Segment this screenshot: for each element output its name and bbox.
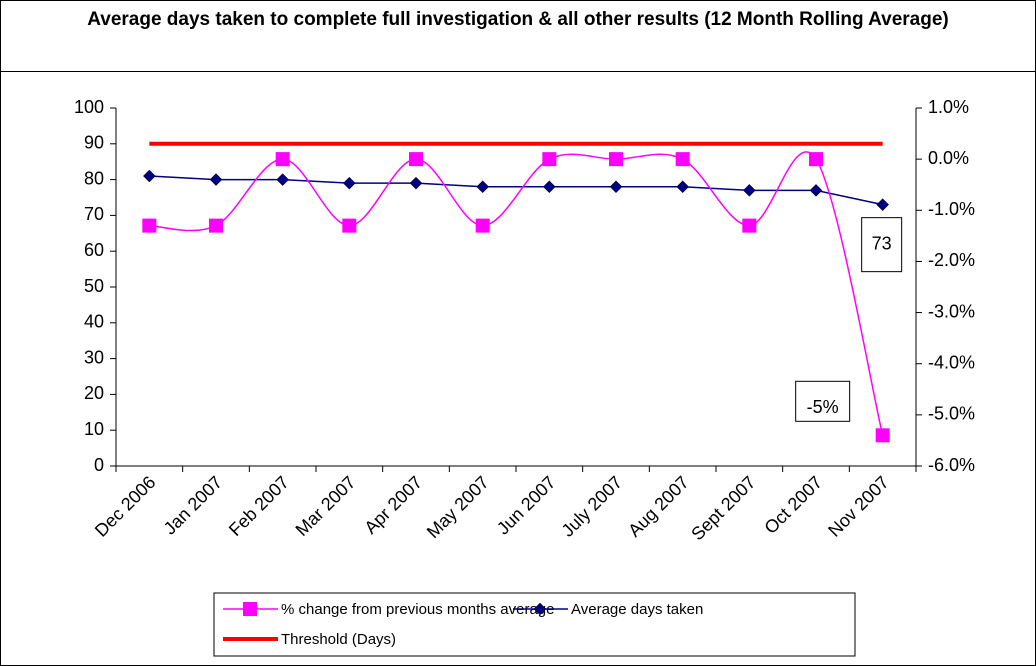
legend-label: % change from previous months average [281, 601, 554, 618]
y-tick-label: 60 [84, 240, 104, 260]
data-point [409, 152, 423, 167]
y2-tick-label: -2.0% [928, 250, 975, 270]
y-tick-label: 50 [84, 276, 104, 296]
chart-title: Average days taken to complete full inve… [1, 1, 1035, 72]
legend-box [213, 592, 856, 657]
data-point [409, 176, 423, 190]
data-label-box [795, 380, 851, 422]
data-point [542, 152, 557, 167]
legend-marker [533, 602, 547, 616]
data-point [742, 218, 757, 233]
data-point [275, 152, 290, 167]
y-tick-label: 70 [84, 204, 104, 224]
data-point [875, 428, 890, 443]
y-tick-label: 0 [94, 455, 104, 475]
y-tick-label: 90 [84, 133, 104, 153]
data-point [209, 218, 223, 233]
y2-tick-label: -3.0% [928, 301, 975, 321]
data-point [342, 218, 357, 233]
x-tick-label: Nov 2007 [824, 472, 893, 541]
y2-tick-label: -1.0% [928, 199, 975, 219]
data-point [675, 152, 690, 167]
legend-label: Threshold (Days) [281, 631, 396, 648]
series-line [149, 151, 884, 436]
series-line [149, 175, 883, 206]
y2-tick-label: 1.0% [928, 97, 969, 117]
y2-tick-label: -6.0% [928, 455, 975, 475]
y-tick-label: 20 [84, 383, 104, 403]
x-tick-label: Feb 2007 [225, 472, 293, 540]
legend-marker [243, 602, 257, 616]
data-point [542, 180, 556, 194]
y-tick-label: 30 [84, 347, 104, 367]
legend-label: Average days taken [571, 601, 703, 618]
x-tick-label: Dec 2006 [91, 472, 160, 541]
y-tick-label: 40 [84, 312, 104, 332]
x-tick-label: Jan 2007 [160, 472, 227, 539]
x-tick-label: Aug 2007 [624, 472, 693, 541]
y-tick-label: 10 [84, 419, 104, 439]
y-tick-label: 100 [74, 97, 104, 117]
data-point [276, 173, 290, 186]
data-point [876, 198, 890, 212]
data-label-box [861, 217, 903, 273]
y2-tick-label: -5.0% [928, 404, 975, 424]
data-label: -5% [807, 397, 839, 417]
x-tick-label: Mar 2007 [292, 472, 360, 540]
data-point [142, 169, 156, 183]
data-point [609, 180, 623, 194]
data-point [142, 218, 157, 233]
data-point [809, 183, 823, 197]
data-point [209, 173, 223, 186]
x-tick-label: Jun 2007 [493, 472, 560, 539]
x-tick-label: Oct 2007 [760, 472, 826, 538]
data-point [742, 183, 756, 197]
y2-tick-label: -4.0% [928, 352, 975, 372]
data-point [342, 176, 356, 190]
data-point [609, 152, 623, 167]
data-point [475, 218, 490, 233]
data-point [676, 180, 690, 194]
x-tick-label: May 2007 [423, 472, 493, 542]
data-label: 73 [872, 233, 892, 253]
x-tick-label: Sept 2007 [687, 472, 759, 544]
data-point [809, 152, 823, 167]
y2-tick-label: 0.0% [928, 148, 969, 168]
x-tick-label: July 2007 [558, 472, 627, 541]
data-point [476, 180, 490, 194]
y-tick-label: 80 [84, 168, 104, 188]
x-tick-label: Apr 2007 [360, 472, 426, 538]
